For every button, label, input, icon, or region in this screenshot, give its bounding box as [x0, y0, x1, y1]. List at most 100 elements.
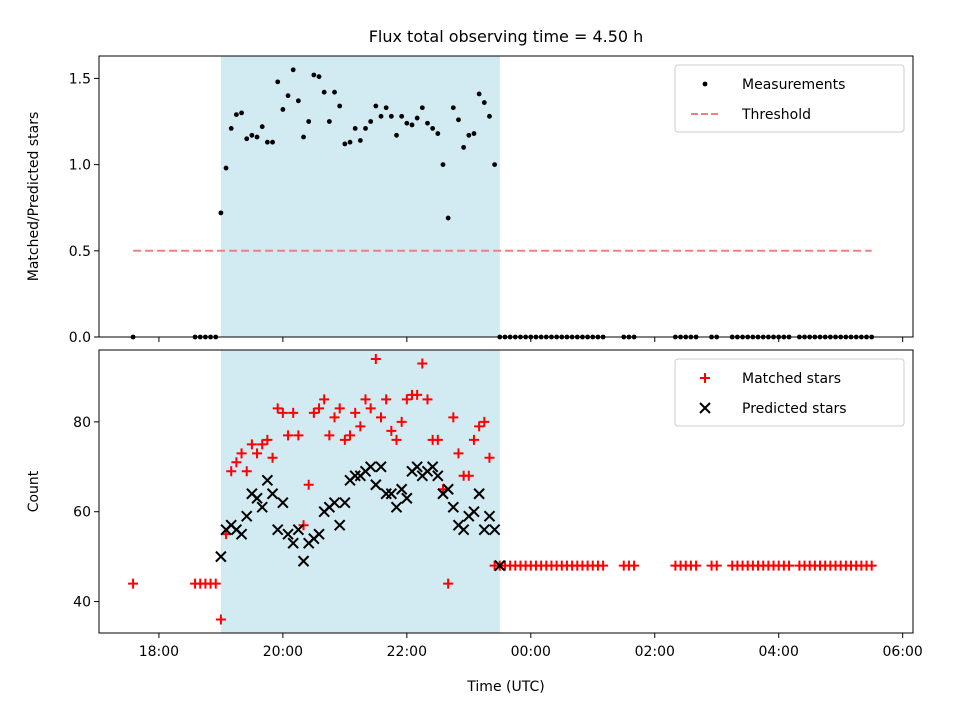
data-point	[487, 113, 492, 119]
data-point	[395, 483, 408, 495]
legend-marker	[700, 373, 710, 383]
axes-frame	[98, 349, 914, 634]
legend-box	[674, 64, 905, 133]
legend: Measurements Threshold	[674, 64, 905, 133]
x-axis-label: Time (UTC)	[466, 679, 544, 695]
data-point	[288, 407, 299, 418]
data-point	[443, 578, 454, 589]
data-point	[270, 139, 275, 145]
data-point	[457, 523, 470, 536]
data-point	[241, 466, 252, 477]
data-point	[414, 115, 420, 121]
data-point	[308, 407, 319, 418]
data-point	[280, 107, 286, 112]
data-point	[319, 394, 330, 405]
data-point	[254, 134, 260, 140]
data-point	[468, 434, 479, 445]
data-point	[332, 89, 337, 95]
data-point	[339, 434, 350, 445]
data-point	[321, 89, 327, 95]
x-tick-label: 04:00	[759, 644, 799, 660]
data-point	[866, 560, 877, 571]
legend: Matched stars Predicted stars	[674, 358, 905, 427]
data-point	[409, 122, 415, 128]
legend-marker	[699, 402, 711, 414]
data-point	[349, 470, 361, 482]
data-point	[363, 126, 368, 131]
data-point	[479, 416, 490, 427]
data-point	[223, 165, 229, 171]
y-axis-label: Count	[26, 470, 42, 512]
data-point	[264, 139, 270, 145]
data-point	[311, 72, 317, 78]
data-point	[474, 421, 485, 432]
data-point	[241, 510, 253, 522]
shaded-observing-window	[220, 56, 500, 337]
data-point	[463, 470, 474, 481]
y-tick-label: 1.0	[69, 158, 91, 174]
data-point	[350, 407, 361, 418]
data-point	[339, 497, 351, 509]
data-point	[471, 131, 477, 136]
data-point	[411, 461, 423, 473]
x-tick-label: 22:00	[387, 644, 427, 660]
data-point	[376, 412, 387, 423]
data-point	[256, 501, 268, 513]
data-point	[257, 439, 268, 450]
data-point	[370, 353, 381, 364]
data-point	[380, 488, 392, 500]
data-point	[231, 457, 242, 468]
data-point	[370, 479, 382, 491]
data-point	[272, 523, 284, 536]
data-point	[391, 434, 402, 445]
data-point	[249, 132, 255, 138]
data-point	[468, 506, 480, 518]
data-point	[440, 162, 446, 168]
data-point	[128, 578, 139, 589]
series-matched-stars	[128, 353, 877, 625]
data-point	[394, 132, 399, 138]
data-point	[365, 403, 376, 414]
data-point	[381, 394, 392, 405]
y-tick-label: 1.5	[69, 71, 91, 87]
data-point	[484, 452, 495, 463]
x-tick-label: 06:00	[882, 644, 922, 660]
data-point	[448, 412, 459, 423]
data-point	[426, 461, 439, 473]
data-point	[314, 403, 325, 414]
data-point	[432, 470, 444, 482]
data-point	[244, 136, 250, 142]
data-point	[364, 461, 377, 473]
data-point	[347, 139, 353, 145]
data-point	[329, 412, 340, 423]
data-point	[210, 578, 221, 589]
y-tick-label: 0.0	[69, 330, 91, 346]
data-point	[235, 528, 248, 540]
data-point	[266, 488, 279, 500]
legend-box	[674, 358, 905, 427]
data-point	[404, 120, 410, 126]
data-point	[228, 126, 234, 131]
data-point	[295, 98, 301, 104]
data-point	[290, 67, 296, 73]
data-point	[492, 162, 498, 168]
data-point	[481, 100, 487, 105]
data-point	[357, 138, 363, 143]
data-point	[390, 501, 403, 513]
x-tick-label: 18:00	[139, 644, 179, 660]
data-point	[283, 430, 294, 441]
data-point	[375, 461, 387, 473]
data-point	[282, 528, 294, 540]
data-point	[385, 488, 398, 500]
series-predicted-stars	[215, 461, 506, 572]
data-point	[246, 439, 257, 450]
data-point	[476, 91, 482, 97]
data-point	[483, 510, 496, 522]
data-point	[334, 403, 345, 414]
data-point	[711, 560, 722, 571]
y-tick-label: 40	[73, 595, 91, 611]
data-point	[368, 119, 374, 124]
y-axis-label: Matched/Predicted stars	[26, 112, 42, 282]
x-tick-label: 20:00	[263, 644, 303, 660]
